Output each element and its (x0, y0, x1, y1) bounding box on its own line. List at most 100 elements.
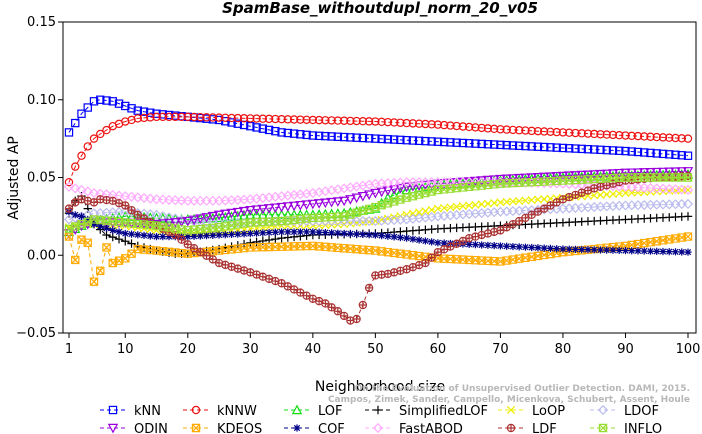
data-point-cof (378, 232, 386, 240)
data-point-odin (357, 191, 369, 202)
legend-swatch-marker-knn (108, 405, 118, 415)
data-point-knn (389, 135, 399, 144)
data-point-knn (77, 109, 86, 118)
data-point-ldof (207, 217, 218, 228)
legend-label-fastabod: FastABOD (399, 422, 463, 434)
data-point-knnw (177, 112, 186, 122)
legend-item-odin: ODIN (100, 422, 168, 434)
data-point-odin (251, 205, 262, 215)
data-point-odin (232, 207, 244, 218)
data-point-lof (276, 209, 287, 220)
data-point-odin (201, 213, 212, 223)
legend-swatch-marker-ldof (597, 404, 609, 416)
data-point-knn (383, 135, 393, 144)
data-point-knn (227, 118, 236, 127)
data-point-cof (671, 248, 680, 256)
data-point-fastabod (651, 183, 662, 194)
data-point-knn (114, 99, 124, 108)
data-point-knn (596, 145, 605, 155)
data-point-loop (496, 198, 505, 207)
data-point-knn (352, 133, 361, 142)
data-point-ldf (189, 244, 199, 253)
data-point-cof (665, 248, 673, 256)
data-point-odin (220, 209, 231, 220)
data-point-odin (657, 167, 669, 178)
data-point-loop (521, 196, 530, 205)
data-point-knnw (302, 115, 311, 125)
data-point-kdeos (89, 277, 99, 286)
data-point-cof (609, 246, 617, 254)
data-point-knnw (246, 114, 255, 123)
y-axis: −0.05 0.00 0.05 0.10 0.15 (16, 15, 63, 341)
data-point-fastabod (645, 183, 656, 194)
data-point-knnw (615, 131, 624, 140)
data-point-ldf (427, 253, 436, 262)
data-point-knnw (464, 122, 474, 132)
data-point-knnw (439, 120, 449, 130)
data-point-odin (639, 168, 650, 178)
data-point-cof (209, 231, 217, 239)
data-point-loop (408, 209, 417, 218)
legend-item-cof: COF (284, 422, 345, 434)
data-point-loop (596, 190, 605, 199)
data-point-ldof (126, 207, 137, 218)
data-point-cof (684, 248, 692, 256)
data-point-lof (113, 211, 125, 222)
data-point-ldof (201, 216, 212, 228)
y-tick-label: −0.05 (16, 326, 56, 341)
series-layer (63, 95, 694, 325)
data-point-knnw (621, 131, 630, 140)
data-point-ldf (333, 307, 343, 316)
data-point-lof (220, 211, 231, 222)
data-point-odin (313, 199, 325, 209)
data-point-cof (221, 231, 229, 239)
data-point-knn (283, 128, 293, 138)
data-point-knn (602, 145, 611, 155)
data-point-knnw (346, 116, 355, 126)
legend-label-odin: ODIN (134, 422, 168, 434)
data-point-odin (195, 214, 206, 225)
data-point-odin (645, 168, 656, 178)
data-point-kdeos (71, 255, 80, 265)
data-point-cof (265, 228, 273, 237)
data-point-cof (534, 244, 542, 252)
y-tick-label: 0.05 (27, 171, 56, 186)
legend-item-kdeos: KDEOS (183, 422, 262, 434)
data-point-cof (509, 242, 517, 251)
data-point-knnw (371, 117, 380, 126)
data-point-odin (213, 210, 225, 221)
legend-label-knnw: kNNW (217, 404, 257, 419)
data-point-knnw (283, 115, 293, 124)
data-point-knn (633, 147, 643, 157)
y-tick-label: 0.15 (27, 15, 56, 30)
legend-label-ldof: LDOF (624, 404, 659, 419)
data-point-odin (664, 167, 675, 178)
data-point-knn (289, 129, 299, 138)
data-point-knnw (533, 126, 543, 136)
data-point-cof (165, 232, 173, 241)
data-point-knn (577, 144, 586, 154)
data-point-knn (489, 140, 499, 149)
data-point-odin (270, 203, 281, 214)
data-point-loop (602, 190, 611, 199)
data-point-ldf (64, 204, 74, 213)
legend-item-knnw: kNNW (183, 404, 257, 419)
data-point-odin (245, 205, 256, 216)
data-point-fastabod (620, 181, 631, 192)
data-point-cof (528, 243, 536, 252)
data-point-kdeos (64, 232, 74, 241)
data-point-knnw (683, 134, 693, 143)
data-point-cof (659, 247, 667, 256)
data-point-knnw (546, 127, 555, 136)
data-point-cof (152, 232, 161, 241)
data-point-cof (77, 212, 86, 220)
data-point-knnw (527, 126, 536, 136)
data-point-knnw (608, 130, 618, 140)
data-point-knn (527, 142, 536, 151)
data-point-cof (196, 232, 204, 240)
data-point-knnw (277, 114, 286, 124)
data-point-ldf (352, 314, 361, 324)
data-point-loop (540, 195, 549, 204)
data-point-knn (396, 135, 405, 145)
data-point-odin (307, 199, 319, 210)
